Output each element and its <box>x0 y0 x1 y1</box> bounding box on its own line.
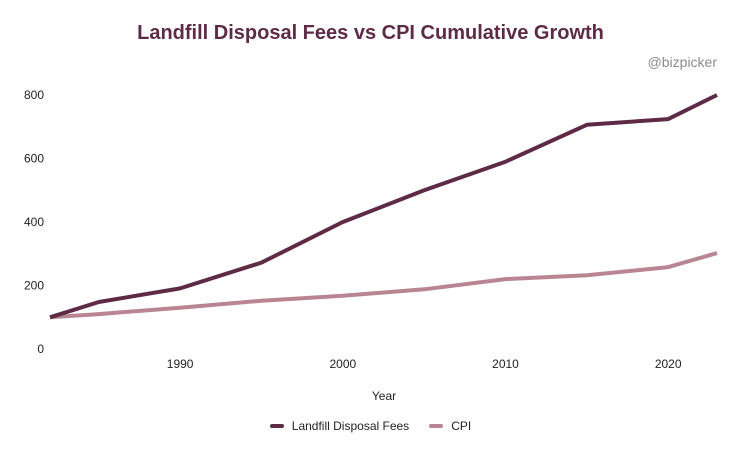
y-tick-label: 400 <box>24 215 44 229</box>
series-lines <box>49 93 718 320</box>
legend-item: Landfill Disposal Fees <box>269 419 410 433</box>
x-axis-label: Year <box>372 389 396 403</box>
y-tick-label: 800 <box>24 88 44 102</box>
legend-swatch <box>269 424 284 428</box>
y-tick-label: 600 <box>24 152 44 166</box>
y-axis-ticks: 0 200 400 600 800 <box>24 88 44 356</box>
watermark: @bizpicker <box>647 54 717 70</box>
x-tick-label: 1990 <box>167 357 194 371</box>
chart-title: Landfill Disposal Fees vs CPI Cumulative… <box>137 22 604 44</box>
x-tick-label: 2010 <box>492 357 519 371</box>
legend-swatch <box>429 424 444 428</box>
x-tick-label: 2000 <box>329 357 356 371</box>
y-tick-label: 0 <box>37 342 44 356</box>
y-tick-label: 200 <box>24 279 44 293</box>
series-line-landfill-disposal-fees <box>49 93 718 320</box>
legend-label: CPI <box>451 419 472 433</box>
x-tick-label: 2020 <box>655 357 682 371</box>
x-axis-ticks: 1990 2000 2010 2020 <box>167 357 682 371</box>
legend-item: CPI <box>429 419 471 433</box>
legend: Landfill Disposal Fees CPI <box>0 419 741 433</box>
legend-label: Landfill Disposal Fees <box>291 419 410 433</box>
series-line-cpi <box>49 251 718 320</box>
